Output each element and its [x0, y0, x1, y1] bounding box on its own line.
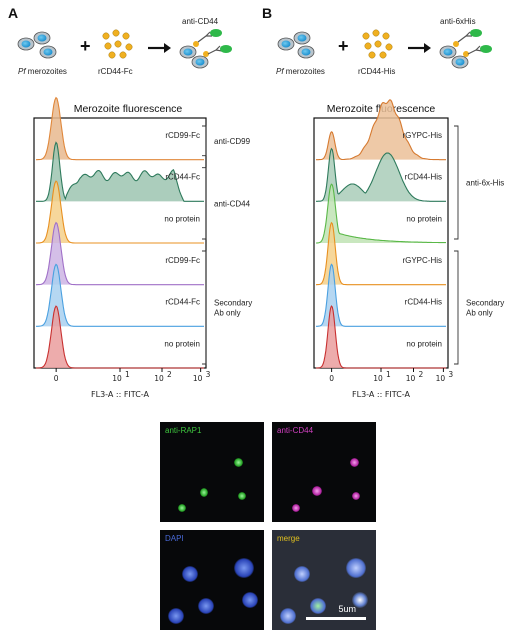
label-pf-merozoites-a: Pf merozoites [18, 67, 67, 76]
axis-a-tick-label-0: 0 [54, 374, 59, 383]
scale-bar [306, 617, 366, 620]
x-axis-b: 0 10 1 10 2 10 3 [329, 368, 453, 383]
micro-image-rap1: anti-RAP1 [160, 422, 264, 522]
hist-b-fill-0 [316, 99, 446, 160]
hist-b-label-2: no protein [406, 214, 442, 223]
figure-panels-ab: A Pf merozoites + rCD44-Fc anti-CD44 [8, 5, 504, 399]
plus-sign-b: + [338, 36, 349, 56]
b-group-label-1-0: Secondary [466, 299, 504, 308]
micro-image-dapi: DAPI [160, 530, 264, 630]
x-axis-label-b: FL3-A :: FITC-A [352, 390, 410, 399]
micro-label-dapi: DAPI [165, 534, 184, 543]
hist-a-label-0: rCD99-Fc [165, 131, 200, 140]
micro-label-rap1: anti-RAP1 [165, 426, 202, 435]
hist-a-line-0 [36, 96, 204, 161]
a-bracket-1 [202, 167, 207, 240]
histogram-stack-a: rCD99-Fc rCD44-Fc no protein rCD99-Fc rCD44-… [36, 96, 204, 369]
hist-b-fill-5 [316, 306, 446, 368]
panel-letter-a: A [8, 5, 18, 21]
schematic-b: Pf merozoites + rCD44-His anti-6xHis [276, 17, 492, 76]
arrow-icon [408, 43, 431, 53]
a-group-label-2-1: Ab only [214, 309, 241, 318]
hist-a-line-2 [36, 180, 204, 244]
panel-letter-b: B [262, 5, 272, 21]
plus-sign-a: + [80, 36, 91, 56]
hist-b-label-1: rCD44-His [405, 173, 442, 182]
a-bracket-0 [202, 125, 207, 157]
hist-a-label-3: rCD99-Fc [165, 256, 200, 265]
hist-b-label-0: rGYPC-His [402, 131, 442, 140]
merozoite-icon [277, 31, 315, 59]
axis-a-tick-exp-1: 1 [125, 370, 130, 379]
axis-b-tick-label-3: 10 [436, 374, 446, 383]
hist-a-line-4 [36, 263, 204, 327]
axis-b-tick-label-1: 10 [373, 374, 383, 383]
arrow-icon [148, 43, 171, 53]
hist-a-label-2: no protein [164, 214, 200, 223]
hist-a-label-1: rCD44-Fc [165, 173, 200, 182]
hist-a-line-3 [36, 221, 204, 286]
b-group-label-1-1: Ab only [466, 309, 493, 318]
b-group-label-0-0: anti-6x-His [466, 179, 504, 188]
label-reagent-a: rCD44-Fc [98, 67, 133, 76]
micro-image-cd44: anti-CD44 [272, 422, 376, 522]
axis-a-tick-label-3: 10 [193, 374, 203, 383]
hist-a-label-4: rCD44-Fc [165, 298, 200, 307]
hist-a-line-1 [36, 141, 204, 202]
x-axis-label-a: FL3-A :: FITC-A [91, 390, 149, 399]
hist-a-fill-0 [36, 97, 204, 160]
label-antibody-b: anti-6xHis [440, 17, 476, 26]
histogram-stack-b: rGYPC-His rCD44-His no protein rGYPC-His rCD… [316, 99, 446, 369]
a-bracket-2 [202, 250, 207, 365]
axis-b-tick-exp-1: 1 [386, 370, 391, 379]
label-antibody-a: anti-CD44 [182, 17, 219, 26]
micro-label-merge: merge [277, 534, 300, 543]
a-group-label-1-0: anti-CD44 [214, 199, 251, 208]
axis-a-tick-label-2: 10 [154, 374, 164, 383]
label-reagent-b: rCD44-His [358, 67, 395, 76]
hist-a-label-5: no protein [164, 339, 200, 348]
hist-b-line-0 [316, 99, 446, 161]
axis-a-tick-label-1: 10 [112, 374, 122, 383]
hist-a-fill-1 [36, 142, 204, 202]
merozoite-icon [17, 31, 57, 59]
hist-b-label-3: rGYPC-His [402, 256, 442, 265]
chart-title-a: Merozoite fluorescence [74, 103, 183, 115]
label-pf-merozoites-b: Pf merozoites [276, 67, 325, 76]
hist-b-label-4: rCD44-His [405, 298, 442, 307]
bound-complex-icon [439, 29, 492, 69]
b-bracket-1 [454, 250, 459, 365]
axis-b-tick-label-2: 10 [406, 374, 416, 383]
hist-b-fill-1 [316, 148, 446, 202]
hist-b-label-5: no protein [406, 339, 442, 348]
axis-b-tick-label-0: 0 [329, 374, 334, 383]
scale-bar-label: 5um [338, 604, 356, 614]
bound-complex-icon [179, 29, 232, 69]
axis-a-tick-exp-3: 3 [206, 370, 211, 379]
micro-label-cd44: anti-CD44 [277, 426, 314, 435]
hist-b-line-4 [316, 263, 446, 327]
protein-dots-icon [362, 29, 393, 59]
hist-a-fill-5 [36, 306, 204, 368]
b-bracket-0 [454, 125, 459, 240]
protein-dots-icon [102, 29, 133, 59]
axis-a-tick-exp-2: 2 [167, 370, 172, 379]
hist-b-line-1 [316, 147, 446, 202]
schematic-a: Pf merozoites + rCD44-Fc anti-CD44 [17, 17, 232, 76]
axis-b-tick-exp-2: 2 [419, 370, 424, 379]
x-axis-a: 0 10 1 10 2 10 3 [54, 368, 211, 383]
hist-b-line-3 [316, 221, 446, 286]
a-group-label-2-0: Secondary [214, 299, 252, 308]
a-group-label-0-0: anti-CD99 [214, 137, 251, 146]
hist-b-line-2 [316, 183, 446, 244]
micro-image-merge: merge 5um [272, 530, 376, 630]
axis-b-tick-exp-3: 3 [448, 370, 453, 379]
